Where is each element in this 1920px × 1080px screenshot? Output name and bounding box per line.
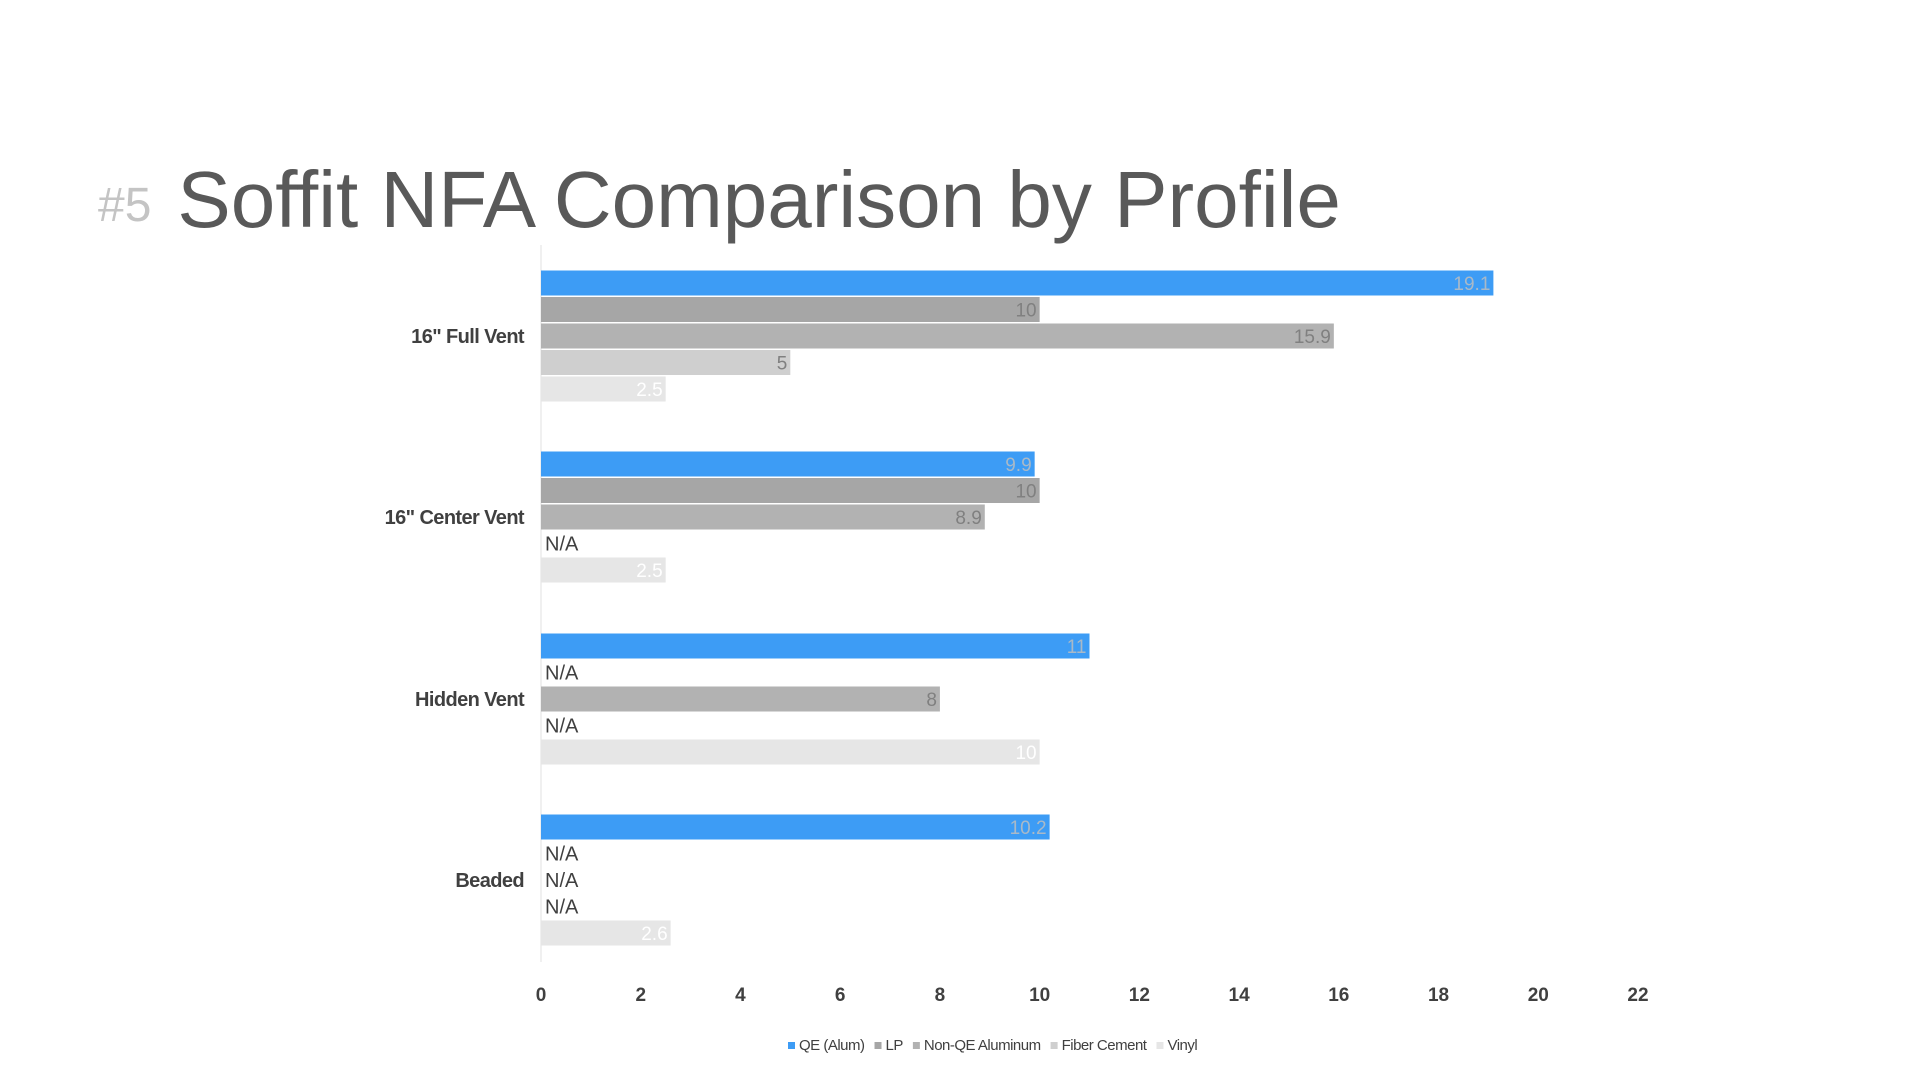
x-tick-label: 8 bbox=[935, 985, 946, 1006]
category-label: Beaded bbox=[455, 870, 524, 892]
legend-label: Fiber Cement bbox=[1062, 1037, 1148, 1054]
bar bbox=[541, 739, 1040, 765]
bar bbox=[541, 557, 666, 583]
legend-label: Vinyl bbox=[1167, 1037, 1197, 1054]
legend-label: QE (Alum) bbox=[799, 1037, 865, 1054]
na-label: N/A bbox=[545, 534, 579, 556]
bar bbox=[541, 323, 1334, 349]
data-label: 5 bbox=[777, 354, 788, 375]
data-label: 2.5 bbox=[636, 561, 662, 582]
legend-swatch bbox=[1050, 1042, 1058, 1049]
x-tick-label: 2 bbox=[635, 985, 646, 1006]
x-tick-label: 4 bbox=[735, 985, 746, 1006]
x-tick-label: 16 bbox=[1328, 985, 1349, 1006]
page-title: Soffit NFA Comparison by Profile bbox=[177, 155, 1341, 244]
data-label: 2.6 bbox=[641, 924, 667, 945]
bar bbox=[541, 504, 985, 530]
x-tick-label: 12 bbox=[1129, 985, 1150, 1006]
na-label: N/A bbox=[545, 716, 579, 738]
legend-label: LP bbox=[886, 1037, 904, 1054]
bar bbox=[541, 451, 1035, 477]
x-tick-label: 0 bbox=[536, 985, 547, 1006]
data-label: 19.1 bbox=[1453, 274, 1490, 295]
slide-title: #5 Soffit NFA Comparison by Profile bbox=[98, 160, 1341, 240]
legend-swatch bbox=[788, 1042, 795, 1049]
bar bbox=[541, 376, 666, 402]
bar bbox=[541, 478, 1040, 503]
bar bbox=[541, 350, 791, 375]
data-label: 2.5 bbox=[636, 380, 662, 401]
data-label: 9.9 bbox=[1005, 455, 1031, 476]
legend-label: Non-QE Aluminum bbox=[924, 1037, 1041, 1054]
na-label: N/A bbox=[545, 897, 579, 919]
bar bbox=[541, 920, 671, 946]
data-label: 10 bbox=[1015, 301, 1036, 322]
na-label: N/A bbox=[545, 663, 579, 685]
x-tick-label: 20 bbox=[1528, 985, 1549, 1006]
data-label: 8.9 bbox=[955, 508, 981, 529]
legend-swatch bbox=[912, 1042, 920, 1049]
x-tick-label: 10 bbox=[1029, 985, 1050, 1006]
category-label: 16" Center Vent bbox=[385, 507, 525, 529]
x-tick-label: 22 bbox=[1627, 985, 1648, 1006]
data-label: 10 bbox=[1015, 743, 1036, 764]
slide-number: #5 bbox=[98, 179, 152, 232]
na-label: N/A bbox=[545, 844, 579, 866]
data-label: 10 bbox=[1015, 482, 1036, 503]
data-label: 8 bbox=[926, 690, 937, 711]
x-tick-label: 6 bbox=[835, 985, 846, 1006]
data-label: 15.9 bbox=[1294, 327, 1331, 348]
data-label: 11 bbox=[1067, 637, 1087, 658]
bar bbox=[541, 297, 1040, 322]
bar bbox=[541, 633, 1090, 659]
category-label: 16" Full Vent bbox=[411, 326, 525, 348]
bar bbox=[541, 270, 1494, 296]
x-tick-label: 14 bbox=[1229, 985, 1251, 1006]
na-label: N/A bbox=[545, 870, 579, 892]
category-label: Hidden Vent bbox=[415, 689, 525, 711]
legend-swatch bbox=[1156, 1042, 1164, 1049]
legend-swatch bbox=[874, 1042, 882, 1049]
bar bbox=[541, 686, 940, 712]
data-label: 10.2 bbox=[1010, 818, 1047, 839]
bar bbox=[541, 814, 1050, 840]
x-tick-label: 18 bbox=[1428, 985, 1449, 1006]
